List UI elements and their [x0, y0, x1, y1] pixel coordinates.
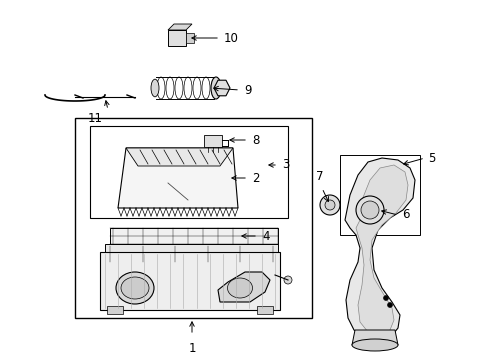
Text: 5: 5: [427, 152, 434, 165]
Text: 1: 1: [188, 342, 195, 355]
Polygon shape: [345, 158, 414, 340]
Text: 7: 7: [316, 170, 323, 183]
Bar: [90, 126, 287, 218]
Text: 11: 11: [87, 112, 102, 125]
Bar: [339, 155, 419, 235]
Polygon shape: [126, 148, 232, 166]
Bar: [185, 33, 194, 43]
Circle shape: [386, 302, 392, 307]
Ellipse shape: [121, 277, 149, 299]
Circle shape: [355, 196, 383, 224]
Polygon shape: [351, 330, 397, 345]
Text: 8: 8: [251, 134, 259, 147]
Text: 3: 3: [282, 158, 289, 171]
Bar: [75, 118, 311, 318]
Text: 9: 9: [244, 84, 251, 96]
Circle shape: [319, 195, 339, 215]
Polygon shape: [168, 24, 192, 30]
Ellipse shape: [210, 77, 221, 99]
Ellipse shape: [351, 339, 397, 351]
Circle shape: [360, 201, 378, 219]
Polygon shape: [355, 165, 407, 334]
Bar: [110, 228, 278, 244]
Bar: [100, 252, 280, 310]
Circle shape: [284, 276, 291, 284]
Ellipse shape: [116, 272, 154, 304]
Polygon shape: [214, 80, 229, 96]
Polygon shape: [118, 148, 238, 208]
Text: 4: 4: [262, 230, 269, 243]
Bar: [257, 306, 272, 314]
Text: 6: 6: [401, 208, 408, 221]
Bar: [168, 30, 185, 46]
Circle shape: [383, 296, 387, 301]
Text: 2: 2: [251, 171, 259, 184]
Bar: [203, 135, 222, 147]
Text: 10: 10: [224, 31, 238, 45]
Ellipse shape: [151, 79, 159, 97]
Circle shape: [325, 200, 334, 210]
Bar: [107, 306, 123, 314]
Ellipse shape: [227, 278, 252, 298]
Polygon shape: [218, 272, 269, 302]
Bar: [105, 244, 278, 264]
